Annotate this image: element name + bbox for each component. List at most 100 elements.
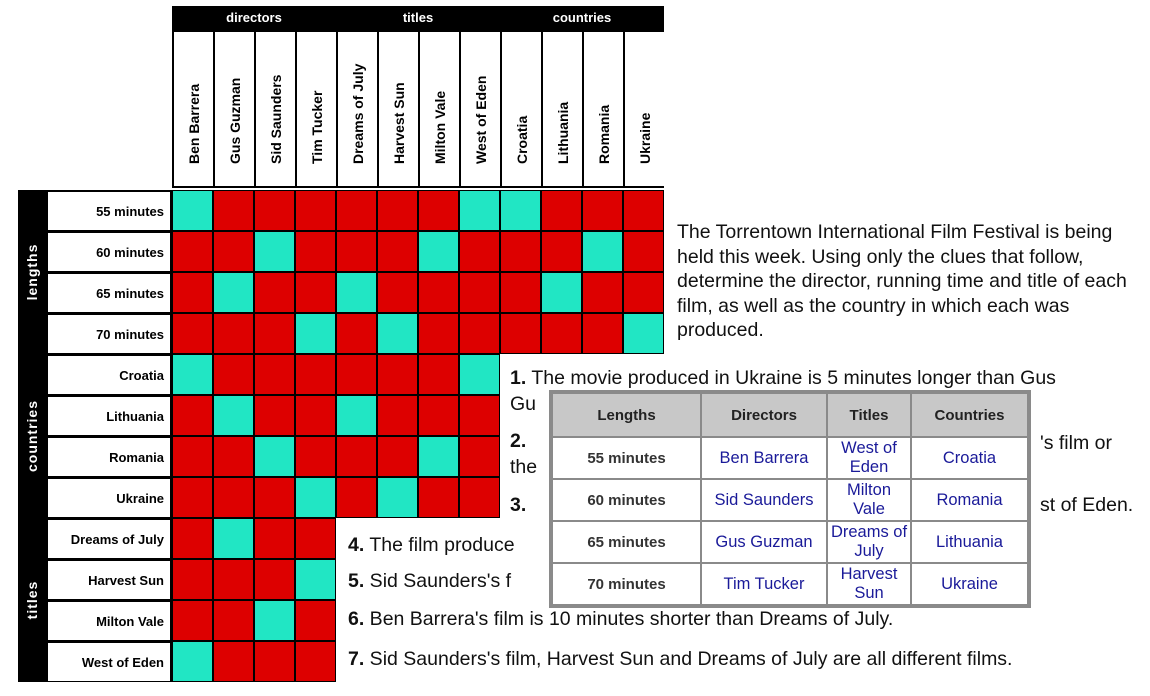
grid-cell-cross[interactable] — [214, 478, 253, 517]
grid-cell-cross[interactable] — [214, 314, 253, 353]
grid-cell-cross[interactable] — [214, 232, 253, 271]
grid-cell-cross[interactable] — [460, 437, 499, 476]
grid-cell-cross[interactable] — [624, 232, 663, 271]
grid-cell-cross[interactable] — [255, 478, 294, 517]
grid-cell-cross[interactable] — [255, 273, 294, 312]
solution-row: 55 minutes Ben Barrera West of Eden Croatia — [551, 436, 1029, 480]
grid-cell-cross[interactable] — [378, 191, 417, 230]
grid-cell-cross[interactable] — [501, 232, 540, 271]
grid-cell-cross[interactable] — [419, 314, 458, 353]
grid-cell-cross[interactable] — [296, 232, 335, 271]
grid-cell-check[interactable] — [501, 191, 540, 230]
grid-cell-cross[interactable] — [173, 396, 212, 435]
grid-cell-check[interactable] — [214, 519, 253, 558]
grid-cell-cross[interactable] — [419, 396, 458, 435]
grid-cell-check[interactable] — [255, 437, 294, 476]
grid-cell-cross[interactable] — [296, 437, 335, 476]
grid-cell-cross[interactable] — [214, 355, 253, 394]
grid-cell-cross[interactable] — [542, 314, 581, 353]
grid-cell-check[interactable] — [460, 355, 499, 394]
grid-cell-check[interactable] — [583, 232, 622, 271]
grid-cell-cross[interactable] — [583, 314, 622, 353]
grid-cell-check[interactable] — [337, 396, 376, 435]
grid-cell-cross[interactable] — [501, 273, 540, 312]
solution-table: Lengths Directors Titles Countries 55 mi… — [549, 390, 1031, 608]
grid-cell-cross[interactable] — [337, 191, 376, 230]
grid-cell-cross[interactable] — [296, 601, 335, 640]
grid-cell-cross[interactable] — [296, 273, 335, 312]
grid-cell-cross[interactable] — [460, 232, 499, 271]
grid-cell-cross[interactable] — [542, 232, 581, 271]
grid-cell-cross[interactable] — [378, 232, 417, 271]
grid-cell-check[interactable] — [296, 560, 335, 599]
grid-cell-cross[interactable] — [173, 273, 212, 312]
grid-cell-cross[interactable] — [173, 478, 212, 517]
grid-cell-cross[interactable] — [337, 232, 376, 271]
grid-cell-cross[interactable] — [173, 601, 212, 640]
grid-cell-check[interactable] — [173, 191, 212, 230]
grid-cell-cross[interactable] — [419, 355, 458, 394]
grid-cell-check[interactable] — [419, 232, 458, 271]
grid-cell-check[interactable] — [255, 232, 294, 271]
grid-cell-cross[interactable] — [173, 519, 212, 558]
grid-cell-check[interactable] — [419, 437, 458, 476]
grid-cell-cross[interactable] — [173, 437, 212, 476]
grid-cell-cross[interactable] — [255, 519, 294, 558]
grid-cell-cross[interactable] — [378, 396, 417, 435]
grid-cell-check[interactable] — [378, 314, 417, 353]
grid-cell-cross[interactable] — [583, 191, 622, 230]
grid-cell-cross[interactable] — [542, 191, 581, 230]
grid-cell-cross[interactable] — [337, 355, 376, 394]
grid-cell-check[interactable] — [460, 191, 499, 230]
grid-cell-cross[interactable] — [296, 519, 335, 558]
grid-cell-cross[interactable] — [173, 232, 212, 271]
grid-cell-check[interactable] — [542, 273, 581, 312]
grid-cell-cross[interactable] — [173, 560, 212, 599]
grid-cell-check[interactable] — [378, 478, 417, 517]
grid-cell-check[interactable] — [624, 314, 663, 353]
grid-cell-cross[interactable] — [460, 314, 499, 353]
grid-cell-cross[interactable] — [255, 314, 294, 353]
grid-cell-cross[interactable] — [460, 396, 499, 435]
grid-cell-cross[interactable] — [624, 191, 663, 230]
grid-cell-cross[interactable] — [173, 314, 212, 353]
grid-cell-cross[interactable] — [214, 642, 253, 681]
grid-cell-cross[interactable] — [378, 437, 417, 476]
grid-cell-cross[interactable] — [255, 355, 294, 394]
grid-cell-check[interactable] — [173, 642, 212, 681]
grid-cell-check[interactable] — [214, 396, 253, 435]
grid-cell-cross[interactable] — [419, 478, 458, 517]
column-label-west-of-eden: West of Eden — [461, 32, 500, 186]
grid-cell-cross[interactable] — [214, 191, 253, 230]
clue-4: 4. The film produce — [348, 534, 515, 557]
grid-cell-check[interactable] — [296, 478, 335, 517]
grid-cell-cross[interactable] — [337, 314, 376, 353]
grid-cell-cross[interactable] — [624, 273, 663, 312]
grid-cell-cross[interactable] — [337, 478, 376, 517]
grid-cell-cross[interactable] — [296, 396, 335, 435]
grid-cell-check[interactable] — [255, 601, 294, 640]
grid-cell-cross[interactable] — [337, 437, 376, 476]
grid-cell-cross[interactable] — [214, 437, 253, 476]
grid-cell-cross[interactable] — [255, 396, 294, 435]
grid-cell-check[interactable] — [337, 273, 376, 312]
grid-cell-cross[interactable] — [255, 560, 294, 599]
grid-cell-cross[interactable] — [501, 314, 540, 353]
grid-cell-cross[interactable] — [296, 642, 335, 681]
grid-cell-cross[interactable] — [378, 273, 417, 312]
grid-cell-cross[interactable] — [419, 273, 458, 312]
grid-cell-cross[interactable] — [255, 191, 294, 230]
grid-cell-cross[interactable] — [583, 273, 622, 312]
grid-cell-cross[interactable] — [214, 601, 253, 640]
grid-cell-check[interactable] — [173, 355, 212, 394]
grid-cell-cross[interactable] — [214, 560, 253, 599]
grid-cell-cross[interactable] — [419, 191, 458, 230]
grid-cell-cross[interactable] — [296, 191, 335, 230]
grid-cell-cross[interactable] — [460, 273, 499, 312]
grid-cell-cross[interactable] — [296, 355, 335, 394]
grid-cell-cross[interactable] — [378, 355, 417, 394]
grid-cell-check[interactable] — [214, 273, 253, 312]
grid-cell-cross[interactable] — [255, 642, 294, 681]
grid-cell-cross[interactable] — [460, 478, 499, 517]
grid-cell-check[interactable] — [296, 314, 335, 353]
